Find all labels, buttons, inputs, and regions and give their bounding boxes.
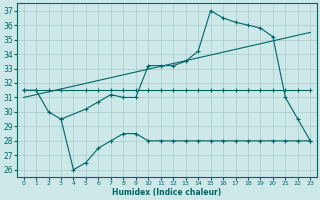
- X-axis label: Humidex (Indice chaleur): Humidex (Indice chaleur): [112, 188, 221, 197]
